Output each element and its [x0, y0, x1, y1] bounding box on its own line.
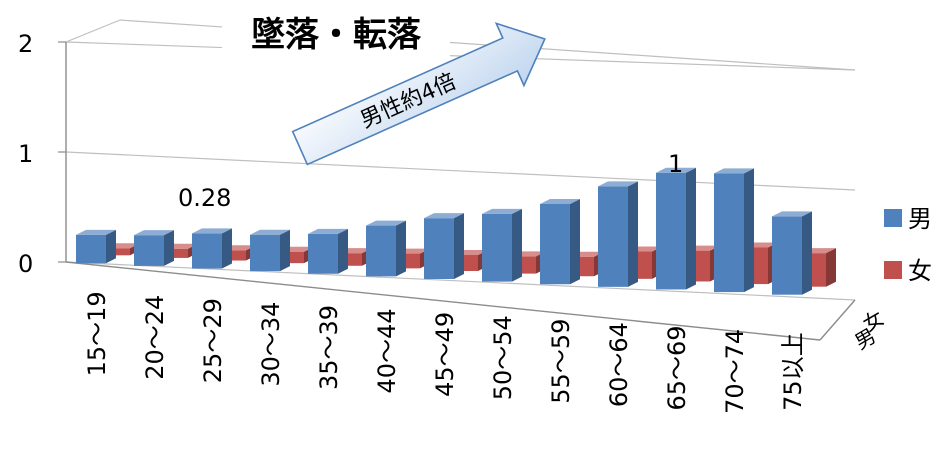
bar-top-face — [134, 230, 174, 236]
bar-front-face — [772, 216, 802, 295]
x-tick-label: 35～39 — [315, 305, 343, 390]
y-tick-label: 1 — [18, 140, 33, 168]
x-tick-label: 70～74 — [721, 329, 749, 414]
bar-top-face — [598, 181, 638, 187]
bar-side-face — [826, 248, 836, 287]
bar-front-face — [482, 213, 512, 282]
x-tick-label: 65～69 — [663, 325, 691, 410]
x-tick-label: 55～59 — [547, 319, 575, 404]
bar-male — [772, 211, 812, 295]
bar-front-face — [250, 234, 280, 272]
bar-side-face — [338, 228, 348, 274]
bar-top-face — [656, 167, 696, 173]
chart-title: 墜落・転落 — [251, 15, 422, 55]
x-axis-line — [65, 261, 821, 341]
x-tick-label: 25～29 — [199, 298, 227, 383]
legend-swatch-male — [884, 209, 902, 227]
legend-swatch-female — [884, 261, 902, 279]
x-tick-label: 75以上 — [779, 332, 807, 411]
x-tick-label: 40～44 — [373, 308, 401, 393]
bar-side-face — [164, 230, 174, 266]
floor-right-edge — [819, 299, 856, 341]
bar-front-face — [76, 234, 106, 264]
bar-top-face — [772, 211, 812, 217]
bar-top-face — [540, 199, 580, 205]
bar-top-face — [250, 229, 290, 235]
bar-front-face — [714, 173, 744, 293]
bar-top-face — [482, 208, 522, 214]
bar-front-face — [134, 235, 164, 266]
bar-side-face — [106, 229, 116, 264]
x-tick-label: 60～64 — [605, 322, 633, 407]
bar-front-face — [656, 172, 686, 290]
bar-side-face — [512, 208, 522, 282]
legend: 男女 — [884, 205, 932, 285]
bar-male — [192, 228, 232, 269]
bar-male — [656, 167, 696, 290]
bar-male — [714, 168, 754, 293]
bar-male — [424, 213, 464, 279]
bar-male — [540, 199, 580, 285]
x-tick-label: 20～24 — [141, 295, 169, 380]
bar-male — [482, 208, 522, 282]
bar-side-face — [686, 167, 696, 290]
legend-label: 男 — [908, 205, 932, 233]
bar-front-face — [366, 225, 396, 277]
bar-side-face — [628, 181, 638, 287]
bar-top-face — [192, 228, 232, 234]
gridline-depth-top — [65, 19, 121, 43]
bar-top-face — [308, 228, 348, 234]
x-tick-label: 30～34 — [257, 302, 285, 387]
bar-side-face — [570, 199, 580, 285]
bar-front-face — [424, 218, 454, 279]
bar-top-face — [424, 213, 464, 219]
bar-front-face — [598, 186, 628, 287]
bar-male — [308, 228, 348, 274]
x-tick-label: 15～19 — [83, 291, 111, 376]
y-tick-label: 2 — [18, 30, 33, 58]
bar-top-face — [76, 229, 116, 235]
bar-male — [76, 229, 116, 264]
annotation-arrow-shape — [291, 22, 546, 166]
bar-male — [366, 220, 406, 277]
x-tick-label: 50～54 — [489, 315, 517, 400]
bar-side-face — [396, 220, 406, 277]
x-tick-label: 45～49 — [431, 312, 459, 397]
legend-label: 女 — [908, 257, 932, 285]
bar-side-face — [454, 213, 464, 279]
bar-front-face — [192, 233, 222, 269]
bar-side-face — [280, 229, 290, 272]
data-label: 1 — [668, 150, 683, 178]
bar-side-face — [744, 168, 754, 293]
bar-male — [598, 181, 638, 287]
bar-front-face — [540, 204, 570, 285]
bar-top-face — [714, 168, 754, 174]
title-background — [222, 8, 450, 60]
bar-side-face — [222, 228, 232, 269]
bar-side-face — [802, 211, 812, 295]
bar-male — [134, 230, 174, 266]
data-label: 0.28 — [178, 184, 231, 212]
bar-top-face — [366, 220, 406, 226]
bar-front-face — [308, 233, 338, 274]
bar-male — [250, 229, 290, 272]
y-tick-label: 0 — [18, 250, 33, 278]
